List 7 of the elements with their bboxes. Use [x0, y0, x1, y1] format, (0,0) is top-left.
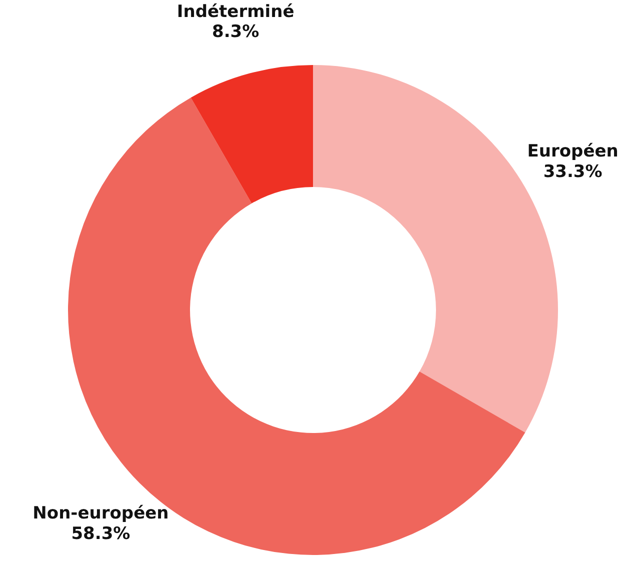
donut-slice [190, 65, 313, 204]
slice-label: Européen [527, 142, 618, 162]
data-label: 8.3% [212, 22, 260, 42]
data-label: 58.3% [71, 524, 130, 544]
slice-label: Indéterminé [176, 2, 294, 22]
slice-label: Non-européen [32, 504, 169, 524]
data-label: 33.3% [543, 162, 602, 182]
